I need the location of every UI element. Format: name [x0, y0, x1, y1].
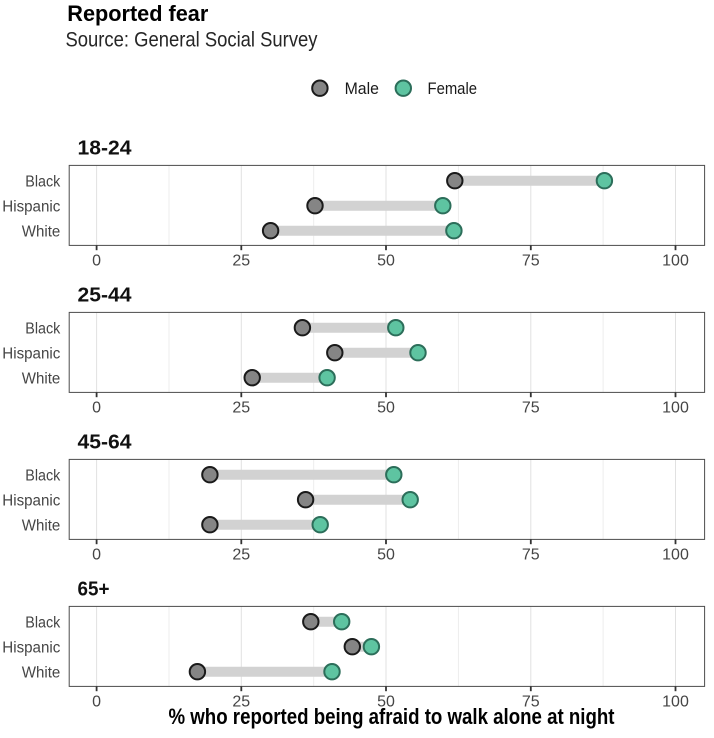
svg-text:50: 50 [377, 694, 395, 711]
svg-text:% who reported being afraid to: % who reported being afraid to walk alon… [169, 704, 616, 729]
svg-text:White: White [22, 370, 61, 387]
svg-text:75: 75 [522, 694, 540, 711]
svg-text:75: 75 [522, 400, 540, 417]
svg-text:18-24: 18-24 [78, 137, 133, 159]
svg-text:0: 0 [92, 694, 101, 711]
svg-text:25-44: 25-44 [78, 284, 133, 306]
svg-text:25: 25 [232, 547, 250, 564]
svg-text:25: 25 [232, 253, 250, 270]
svg-text:Hispanic: Hispanic [2, 639, 60, 656]
svg-text:Black: Black [25, 614, 60, 631]
svg-text:50: 50 [377, 547, 395, 564]
svg-text:65+: 65+ [78, 578, 110, 600]
svg-text:75: 75 [522, 547, 540, 564]
svg-text:Hispanic: Hispanic [2, 198, 60, 215]
svg-text:White: White [22, 517, 61, 534]
svg-text:Hispanic: Hispanic [2, 492, 60, 509]
svg-text:100: 100 [662, 547, 689, 564]
svg-text:Source: General Social Survey: Source: General Social Survey [66, 27, 318, 51]
svg-text:Female: Female [428, 80, 478, 98]
svg-text:Male: Male [345, 80, 379, 98]
svg-text:50: 50 [377, 400, 395, 417]
svg-text:Black: Black [25, 467, 60, 484]
svg-text:Black: Black [25, 320, 60, 337]
svg-text:0: 0 [92, 547, 101, 564]
svg-text:100: 100 [662, 694, 689, 711]
svg-text:100: 100 [662, 253, 689, 270]
svg-text:25: 25 [232, 694, 250, 711]
svg-text:0: 0 [92, 400, 101, 417]
svg-text:75: 75 [522, 253, 540, 270]
svg-text:White: White [22, 223, 61, 240]
svg-text:100: 100 [662, 400, 689, 417]
svg-text:45-64: 45-64 [78, 431, 133, 453]
svg-text:25: 25 [232, 400, 250, 417]
svg-text:0: 0 [92, 253, 101, 270]
svg-text:Reported fear: Reported fear [67, 1, 208, 26]
svg-text:White: White [22, 664, 61, 681]
svg-text:50: 50 [377, 253, 395, 270]
svg-text:Black: Black [25, 173, 60, 190]
svg-text:Hispanic: Hispanic [2, 345, 60, 362]
